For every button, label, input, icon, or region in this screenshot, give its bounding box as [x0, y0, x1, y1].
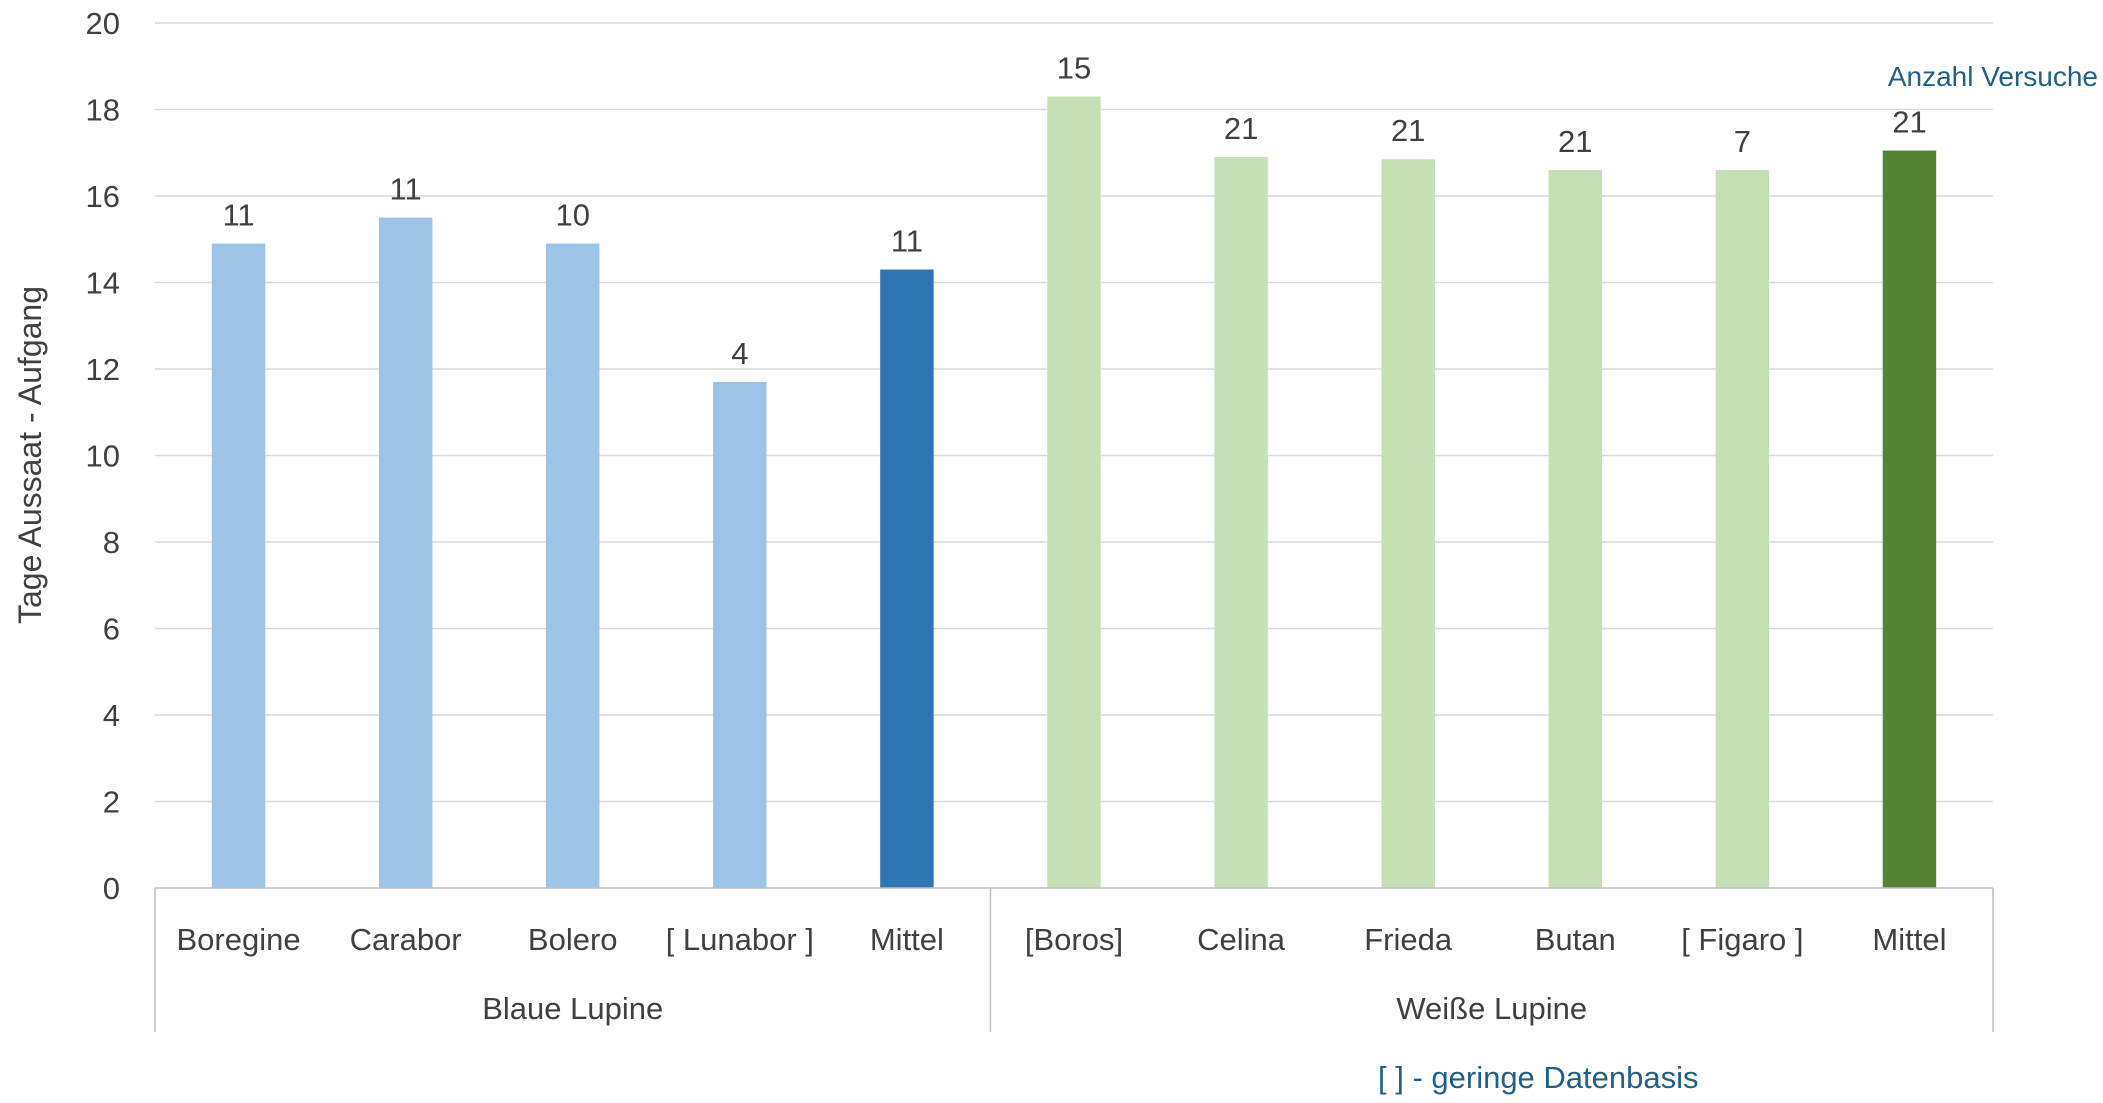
bar — [1047, 96, 1101, 888]
x-tick-label: Celina — [1197, 922, 1286, 957]
data-labels: 11 11 10 4 11 15 21 21 21 7 21 — [222, 51, 1926, 371]
data-label-count: 21 — [1224, 111, 1258, 146]
data-label-count: 10 — [555, 198, 589, 233]
data-label-count: 21 — [1391, 113, 1425, 148]
y-tick-label: 10 — [86, 439, 120, 474]
footnote: [ ] - geringe Datenbasis — [1378, 1060, 1699, 1095]
y-tick-label: 8 — [103, 525, 120, 560]
axes: 0 2 4 6 8 10 12 14 16 18 20 Boregine Carabor Bolero [ … — [86, 6, 1994, 1032]
data-label-count: 21 — [1558, 124, 1592, 159]
data-label-count: 21 — [1892, 105, 1926, 140]
data-label-count: 15 — [1057, 51, 1091, 86]
y-tick-label: 18 — [86, 93, 120, 128]
data-label-count: 7 — [1734, 124, 1751, 159]
data-label-count: 11 — [222, 198, 254, 233]
x-tick-label: Carabor — [350, 922, 462, 957]
group-label: Blaue Lupine — [482, 991, 663, 1026]
bar — [880, 269, 934, 888]
bar — [1214, 157, 1268, 888]
count-legend-label: Anzahl Versuche — [1888, 61, 2098, 92]
bar — [713, 381, 767, 888]
x-tick-label: [ Figaro ] — [1681, 922, 1803, 957]
y-axis-title: Tage Aussaat - Aufgang — [12, 286, 48, 624]
x-tick-label: Butan — [1535, 922, 1616, 957]
bars — [211, 96, 1937, 889]
x-tick-label: Mittel — [870, 922, 944, 957]
group-label: Weiße Lupine — [1396, 991, 1587, 1026]
bar — [1548, 170, 1603, 889]
y-tick-label: 20 — [86, 6, 120, 41]
y-tick-label: 2 — [103, 785, 120, 820]
data-label-count: 11 — [891, 224, 923, 259]
bar — [1715, 170, 1770, 889]
bar — [378, 217, 433, 888]
x-tick-label: Frieda — [1364, 922, 1453, 957]
y-tick-label: 0 — [103, 871, 120, 906]
bar — [1381, 159, 1435, 889]
bar — [1882, 150, 1937, 888]
y-tick-label: 16 — [86, 179, 120, 214]
y-tick-label: 12 — [86, 352, 120, 387]
bar — [545, 243, 600, 888]
x-tick-label: Boregine — [176, 922, 300, 957]
x-tick-label: Bolero — [528, 922, 618, 957]
y-tick-label: 6 — [103, 612, 120, 647]
y-tick-label: 14 — [86, 266, 120, 301]
data-label-count: 4 — [731, 336, 748, 371]
bar — [211, 243, 266, 888]
data-label-count: 11 — [390, 172, 422, 207]
y-tick-label: 4 — [103, 698, 120, 733]
x-tick-label: [Boros] — [1025, 922, 1123, 957]
x-tick-label: [ Lunabor ] — [666, 922, 814, 957]
x-tick-label: Mittel — [1872, 922, 1946, 957]
